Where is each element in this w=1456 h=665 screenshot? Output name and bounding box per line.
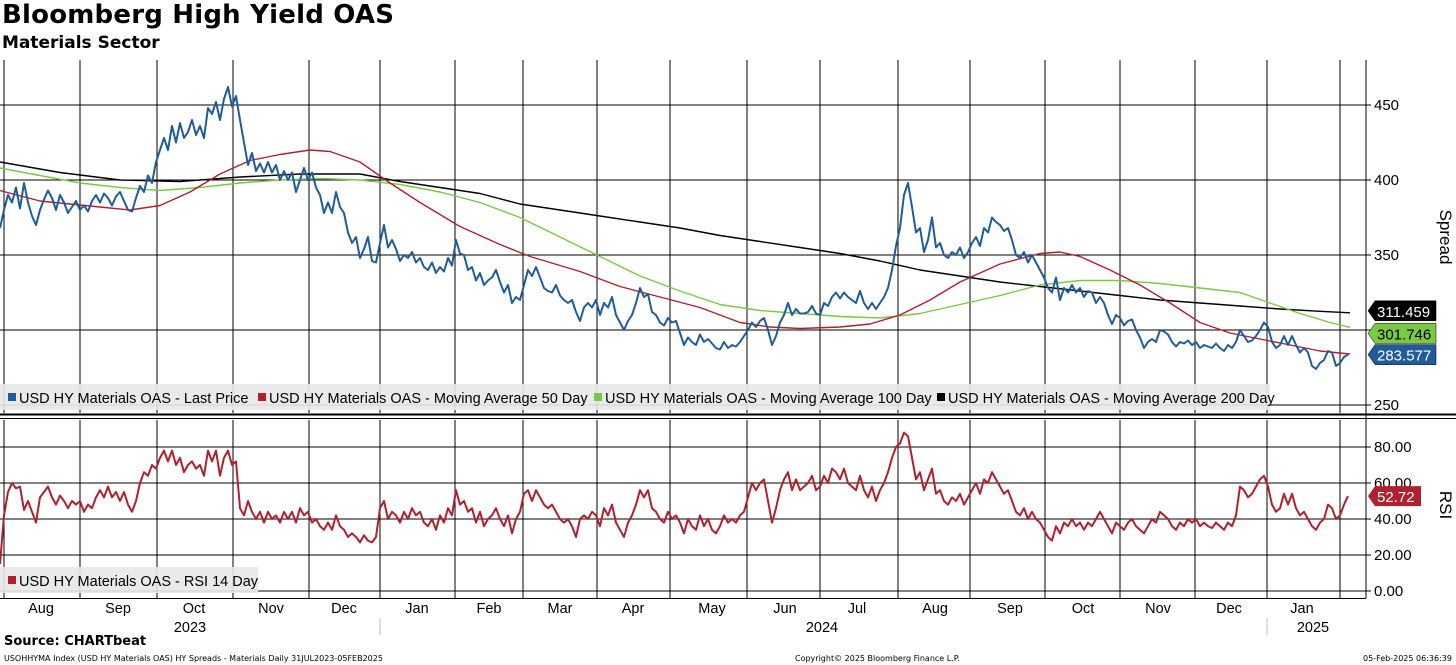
x-tick-label: Dec xyxy=(1216,601,1242,617)
value-label-bg xyxy=(1367,323,1437,344)
legend-box xyxy=(0,384,1270,410)
legend-swatch xyxy=(8,393,16,401)
y-tick-label: 450 xyxy=(1374,97,1399,114)
legend-swatch xyxy=(258,393,266,401)
x-tick-label: Jan xyxy=(405,601,428,617)
series-line xyxy=(0,161,1351,314)
y-axis-title: RSI xyxy=(1436,491,1455,519)
x-year-label: 2025 xyxy=(1297,620,1329,636)
timestamp: 05-Feb-2025 06:36:39 xyxy=(1363,654,1452,663)
x-tick-label: Jan xyxy=(1290,601,1313,617)
x-tick-label: Aug xyxy=(28,601,54,617)
legend-swatch xyxy=(937,393,945,401)
x-tick-label: Nov xyxy=(1145,601,1172,617)
copyright-note: Copyright© 2025 Bloomberg Finance L.P. xyxy=(795,654,960,663)
y-tick-label: 40.00 xyxy=(1374,511,1412,528)
series-line xyxy=(0,149,1351,355)
legend-label: USD HY Materials OAS - RSI 14 Day xyxy=(19,574,259,590)
value-label: 283.577 xyxy=(1377,348,1431,365)
source-note: Source: CHARTbeat xyxy=(4,634,147,649)
x-tick-label: Aug xyxy=(922,601,948,617)
x-tick-label: Mar xyxy=(548,601,573,617)
legend-label: USD HY Materials OAS - Moving Average 10… xyxy=(605,391,932,407)
series-line xyxy=(0,86,1349,370)
legend-label: USD HY Materials OAS - Last Price xyxy=(19,391,248,407)
x-tick-label: Oct xyxy=(183,601,206,617)
x-tick-label: May xyxy=(698,601,726,617)
y-tick-label: 80.00 xyxy=(1374,439,1412,456)
x-tick-label: Sep xyxy=(997,601,1023,617)
x-tick-label: Nov xyxy=(258,601,285,617)
value-label: 52.72 xyxy=(1377,489,1415,506)
legend-label: USD HY Materials OAS - Moving Average 50… xyxy=(269,391,588,407)
x-year-label: 2023 xyxy=(174,620,206,636)
y-axis-title: Spread xyxy=(1436,210,1455,265)
y-tick-label: 250 xyxy=(1374,397,1399,414)
legend-swatch xyxy=(8,576,16,584)
x-tick-label: Feb xyxy=(477,601,502,617)
x-tick-label: Apr xyxy=(622,601,645,617)
x-year-label: 2024 xyxy=(806,620,838,636)
value-label: 301.746 xyxy=(1377,326,1431,343)
legend-swatch xyxy=(594,393,602,401)
chart-subtitle: Materials Sector xyxy=(2,33,160,53)
value-label-bg xyxy=(1368,486,1421,507)
value-label-bg xyxy=(1367,300,1437,322)
x-tick-label: Jul xyxy=(848,601,867,617)
x-tick-label: Jun xyxy=(773,601,796,617)
legend-label: USD HY Materials OAS - Moving Average 20… xyxy=(948,391,1275,407)
value-label: 311.459 xyxy=(1377,304,1430,321)
index-info: USOHHYMA Index (USD HY Materials OAS) HY… xyxy=(4,654,383,663)
y-tick-label: 400 xyxy=(1374,172,1399,189)
y-tick-label: 0.00 xyxy=(1374,583,1403,600)
legend-box xyxy=(0,567,258,593)
chart-title: Bloomberg High Yield OAS xyxy=(2,0,395,30)
value-label-bg xyxy=(1367,344,1437,365)
x-tick-label: Sep xyxy=(105,601,131,617)
y-tick-label: 350 xyxy=(1374,247,1399,264)
y-tick-label: 20.00 xyxy=(1374,547,1412,564)
series-line xyxy=(0,167,1351,329)
x-tick-label: Dec xyxy=(331,601,357,617)
x-tick-label: Oct xyxy=(1072,601,1095,617)
series-line xyxy=(0,431,1349,565)
